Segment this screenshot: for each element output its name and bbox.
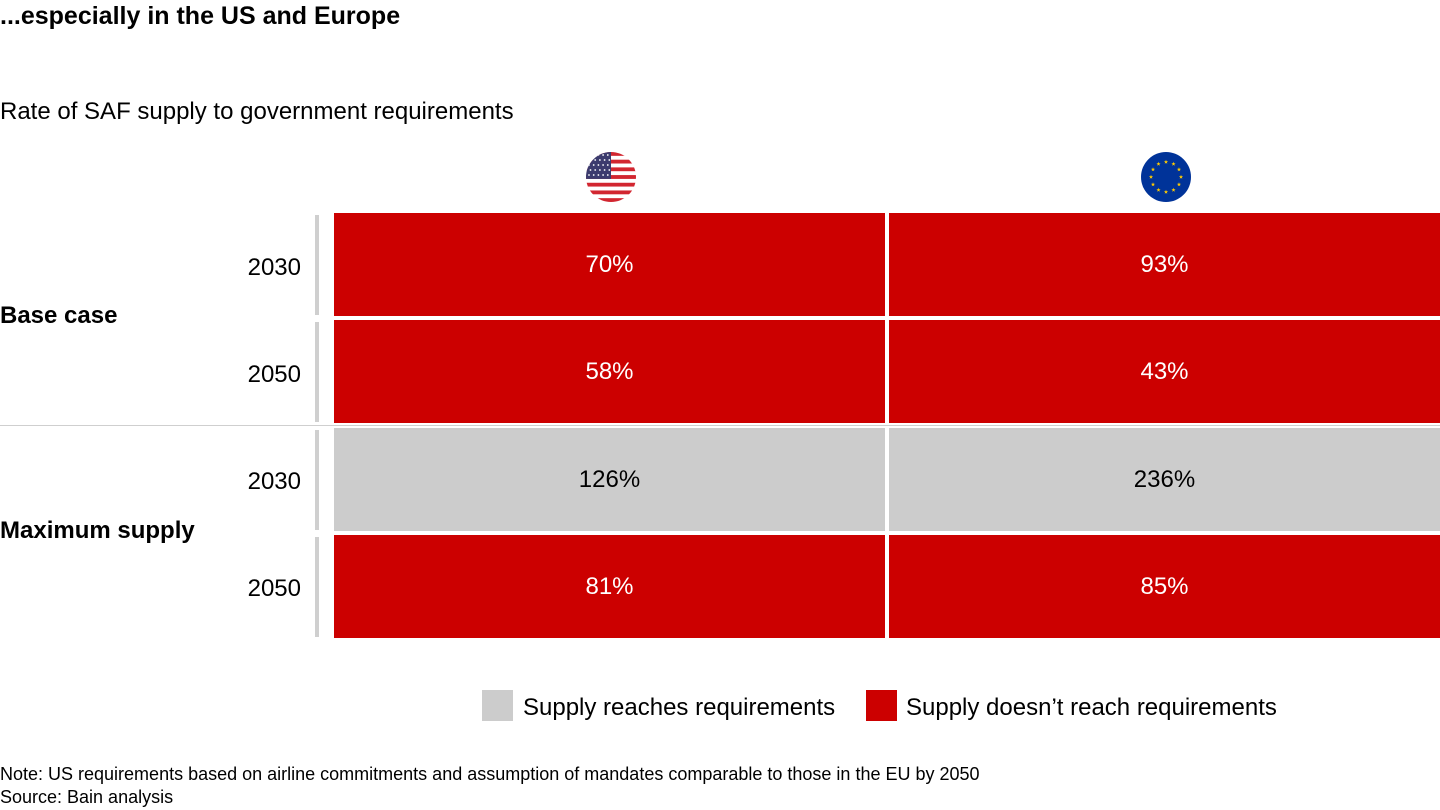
- group-label-base-case: Base case: [0, 302, 118, 329]
- cell-max-2050-us: 81%: [334, 535, 885, 638]
- group-label-maximum-supply: Maximum supply: [0, 517, 195, 544]
- row-divider: [315, 322, 319, 422]
- source-note: Source: Bain analysis: [0, 787, 174, 807]
- legend-swatch-reaches: [482, 690, 513, 721]
- chart-subtitle: Rate of SAF supply to government require…: [0, 98, 514, 125]
- legend-swatch-not-reaches: [866, 690, 897, 721]
- cell-max-2050-eu: 85%: [889, 535, 1440, 638]
- cell-max-2030-us: 126%: [334, 428, 885, 531]
- row-label-year: 2050: [247, 361, 301, 388]
- legend-label-reaches: Supply reaches requirements: [523, 694, 836, 721]
- footnote: Note: US requirements based on airline c…: [0, 764, 980, 784]
- cell-base-2030-eu: 93%: [889, 213, 1440, 316]
- legend-label-not-reaches: Supply doesn’t reach requirements: [906, 694, 1277, 721]
- cell-base-2050-eu: 43%: [889, 320, 1440, 423]
- row-label-year: 2050: [247, 575, 301, 602]
- cell-base-2030-us: 70%: [334, 213, 885, 316]
- eu-flag-icon: [1141, 152, 1191, 202]
- group-separator: [0, 425, 1440, 426]
- row-label-year: 2030: [247, 468, 301, 495]
- row-divider: [315, 215, 319, 315]
- cell-base-2050-us: 58%: [334, 320, 885, 423]
- cell-max-2030-eu: 236%: [889, 428, 1440, 531]
- us-flag-icon: [586, 152, 636, 202]
- chart-title: ...especially in the US and Europe: [0, 2, 401, 30]
- row-divider: [315, 537, 319, 637]
- row-label-year: 2030: [247, 254, 301, 281]
- row-divider: [315, 430, 319, 530]
